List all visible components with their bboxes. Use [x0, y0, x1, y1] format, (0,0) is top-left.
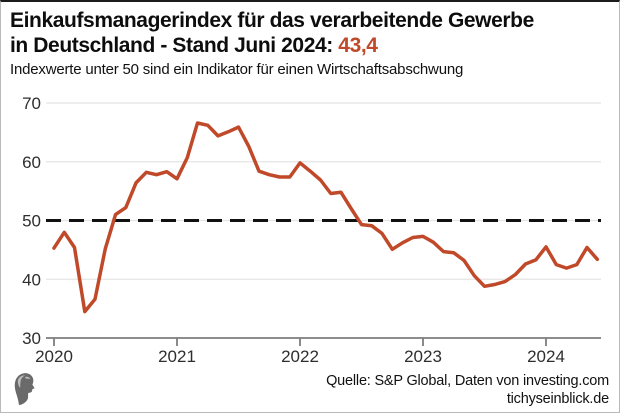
pmi-series-line: [52, 121, 600, 314]
x-axis-label: 2020: [35, 347, 73, 365]
hair-curls-icon: [17, 375, 31, 388]
pmi-line-chart: 30 40 50 60 70 2020 2021 2022 2023 2024: [22, 94, 601, 366]
head-profile-icon: [14, 373, 35, 405]
x-axis-label: 2024: [527, 347, 565, 365]
site-line: tichyseinblick.de: [506, 391, 609, 407]
x-axis-label: 2022: [281, 347, 319, 365]
page-title: Einkaufsmanagerindex für das verarbeiten…: [10, 8, 612, 58]
chart-subtitle: Indexwerte unter 50 sind ein Indikator f…: [10, 61, 464, 78]
x-axis-label: 2021: [158, 347, 196, 365]
source-credit: Quelle: S&P Global, Daten von investing.…: [326, 372, 609, 408]
current-value: 43,4: [338, 34, 378, 57]
chart-area: 30 40 50 60 70 2020 2021 2022 2023 2024: [1, 87, 619, 366]
y-axis-label: 60: [22, 153, 41, 172]
source-line: Quelle: S&P Global, Daten von investing.…: [326, 373, 609, 389]
tichys-einblick-head-logo: [14, 373, 35, 405]
title-line1: Einkaufsmanagerindex für das verarbeiten…: [10, 9, 534, 32]
x-axis-label: 2023: [404, 347, 442, 365]
y-axis-label: 40: [22, 270, 41, 289]
y-axis-label: 30: [22, 329, 41, 348]
y-axis-label: 70: [22, 94, 41, 113]
y-axis-label: 50: [22, 212, 41, 231]
chart-header: Einkaufsmanagerindex für das verarbeiten…: [10, 8, 612, 78]
title-line2: in Deutschland - Stand Juni 2024:: [10, 34, 339, 57]
